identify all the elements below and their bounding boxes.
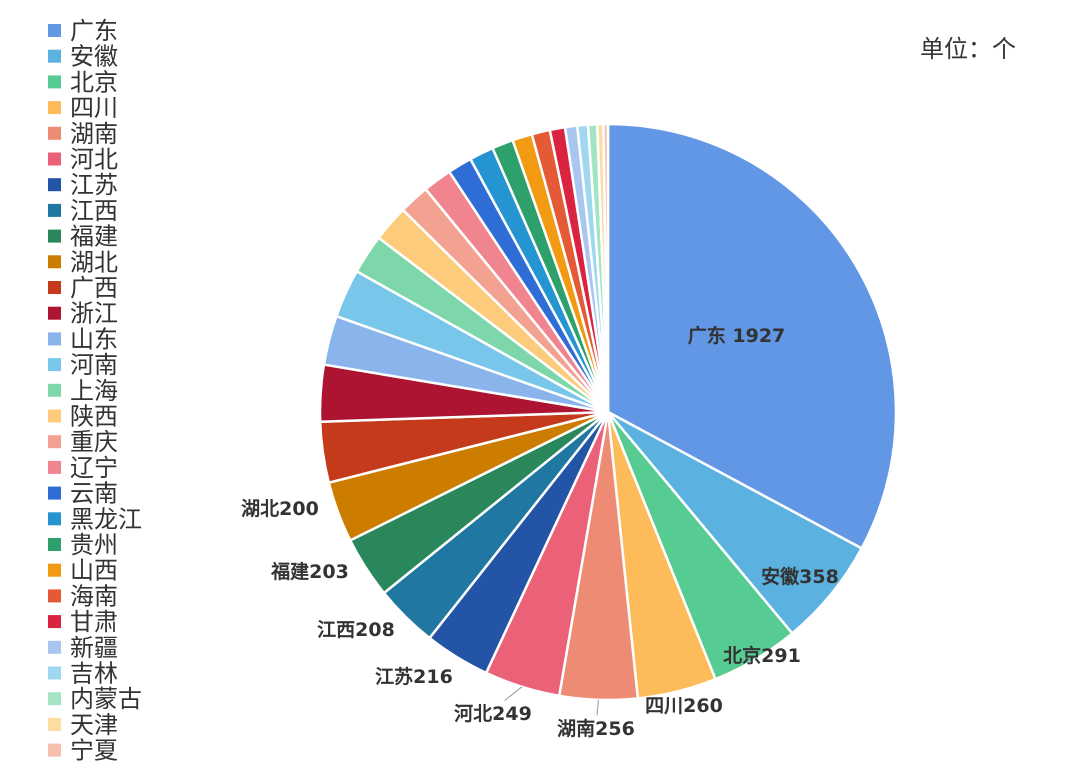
legend-swatch-新疆 bbox=[48, 640, 61, 654]
legend-swatch-贵州 bbox=[48, 538, 61, 551]
legend-label-山西[interactable]: 山西 bbox=[70, 557, 118, 585]
legend-label-重庆[interactable]: 重庆 bbox=[70, 428, 118, 456]
data-label-广东: 广东 1927 bbox=[688, 324, 786, 347]
legend-label-海南[interactable]: 海南 bbox=[70, 582, 118, 610]
legend-swatch-吉林 bbox=[48, 666, 61, 680]
legend-label-浙江[interactable]: 浙江 bbox=[70, 300, 118, 328]
leader-lines bbox=[504, 686, 599, 716]
data-label-河北: 河北249 bbox=[454, 703, 532, 725]
data-label-江苏: 江苏216 bbox=[375, 665, 453, 688]
legend: 广东安徽北京四川湖南河北江苏江西福建湖北广西浙江山东河南上海陕西重庆辽宁云南黑龙… bbox=[48, 17, 142, 765]
legend-label-湖北[interactable]: 湖北 bbox=[70, 248, 118, 276]
legend-swatch-陕西 bbox=[48, 409, 61, 423]
legend-swatch-福建 bbox=[48, 229, 61, 243]
legend-label-河北[interactable]: 河北 bbox=[70, 146, 118, 174]
unit-label: 单位：个 bbox=[920, 35, 1016, 63]
legend-label-新疆[interactable]: 新疆 bbox=[70, 634, 118, 662]
legend-label-云南[interactable]: 云南 bbox=[70, 480, 118, 508]
legend-swatch-辽宁 bbox=[48, 460, 61, 474]
data-label-四川: 四川260 bbox=[645, 695, 723, 717]
leader-line-湖南 bbox=[596, 699, 599, 716]
legend-swatch-河南 bbox=[48, 358, 61, 372]
pie-slice-广东 bbox=[606, 122, 898, 550]
data-label-北京: 北京291 bbox=[723, 644, 801, 667]
pie-slice-宁夏 bbox=[602, 122, 610, 414]
legend-label-天津[interactable]: 天津 bbox=[70, 711, 118, 739]
legend-swatch-山西 bbox=[48, 563, 61, 577]
data-label-湖南: 湖南256 bbox=[557, 718, 635, 740]
legend-swatch-广东 bbox=[48, 24, 61, 37]
legend-label-四川[interactable]: 四川 bbox=[70, 94, 118, 122]
legend-swatch-湖南 bbox=[48, 126, 61, 140]
legend-swatch-天津 bbox=[48, 717, 61, 731]
legend-label-广西[interactable]: 广西 bbox=[70, 274, 118, 302]
legend-label-贵州[interactable]: 贵州 bbox=[70, 531, 118, 559]
legend-swatch-黑龙江 bbox=[48, 512, 61, 526]
legend-label-山东[interactable]: 山东 bbox=[70, 325, 118, 353]
legend-swatch-重庆 bbox=[48, 435, 61, 449]
leader-line-河北 bbox=[504, 686, 523, 701]
legend-label-江苏[interactable]: 江苏 bbox=[70, 171, 118, 199]
legend-label-河南[interactable]: 河南 bbox=[70, 351, 118, 379]
legend-swatch-湖北 bbox=[48, 255, 61, 269]
legend-label-内蒙古[interactable]: 内蒙古 bbox=[70, 685, 142, 713]
legend-swatch-云南 bbox=[48, 486, 61, 500]
legend-label-黑龙江[interactable]: 黑龙江 bbox=[70, 505, 142, 533]
legend-label-上海[interactable]: 上海 bbox=[70, 377, 118, 405]
legend-label-辽宁[interactable]: 辽宁 bbox=[70, 454, 118, 482]
legend-swatch-宁夏 bbox=[48, 743, 61, 757]
legend-swatch-安徽 bbox=[48, 49, 61, 63]
legend-swatch-山东 bbox=[48, 332, 61, 346]
legend-label-吉林[interactable]: 吉林 bbox=[70, 660, 118, 688]
legend-label-江西[interactable]: 江西 bbox=[70, 197, 118, 225]
legend-label-湖南[interactable]: 湖南 bbox=[70, 120, 118, 148]
legend-swatch-江西 bbox=[48, 203, 61, 217]
legend-label-安徽[interactable]: 安徽 bbox=[70, 43, 118, 71]
data-label-江西: 江西208 bbox=[317, 619, 395, 641]
legend-swatch-浙江 bbox=[48, 306, 61, 320]
legend-label-甘肃[interactable]: 甘肃 bbox=[70, 608, 118, 636]
legend-swatch-四川 bbox=[48, 101, 61, 115]
legend-swatch-广西 bbox=[48, 281, 61, 294]
legend-swatch-北京 bbox=[48, 75, 61, 89]
legend-swatch-江苏 bbox=[48, 178, 61, 192]
data-label-福建: 福建203 bbox=[270, 560, 349, 583]
legend-swatch-甘肃 bbox=[48, 615, 61, 629]
legend-label-宁夏[interactable]: 宁夏 bbox=[70, 737, 118, 765]
legend-label-广东[interactable]: 广东 bbox=[70, 17, 118, 45]
legend-swatch-河北 bbox=[48, 152, 61, 166]
data-label-湖北: 湖北200 bbox=[241, 498, 319, 520]
pie-slices bbox=[318, 122, 898, 702]
legend-label-福建[interactable]: 福建 bbox=[70, 223, 118, 251]
legend-label-陕西[interactable]: 陕西 bbox=[70, 403, 118, 431]
legend-swatch-上海 bbox=[48, 383, 61, 397]
legend-label-北京[interactable]: 北京 bbox=[70, 68, 118, 96]
legend-swatch-内蒙古 bbox=[48, 692, 61, 706]
data-label-安徽: 安徽358 bbox=[761, 565, 839, 588]
legend-swatch-海南 bbox=[48, 589, 61, 603]
